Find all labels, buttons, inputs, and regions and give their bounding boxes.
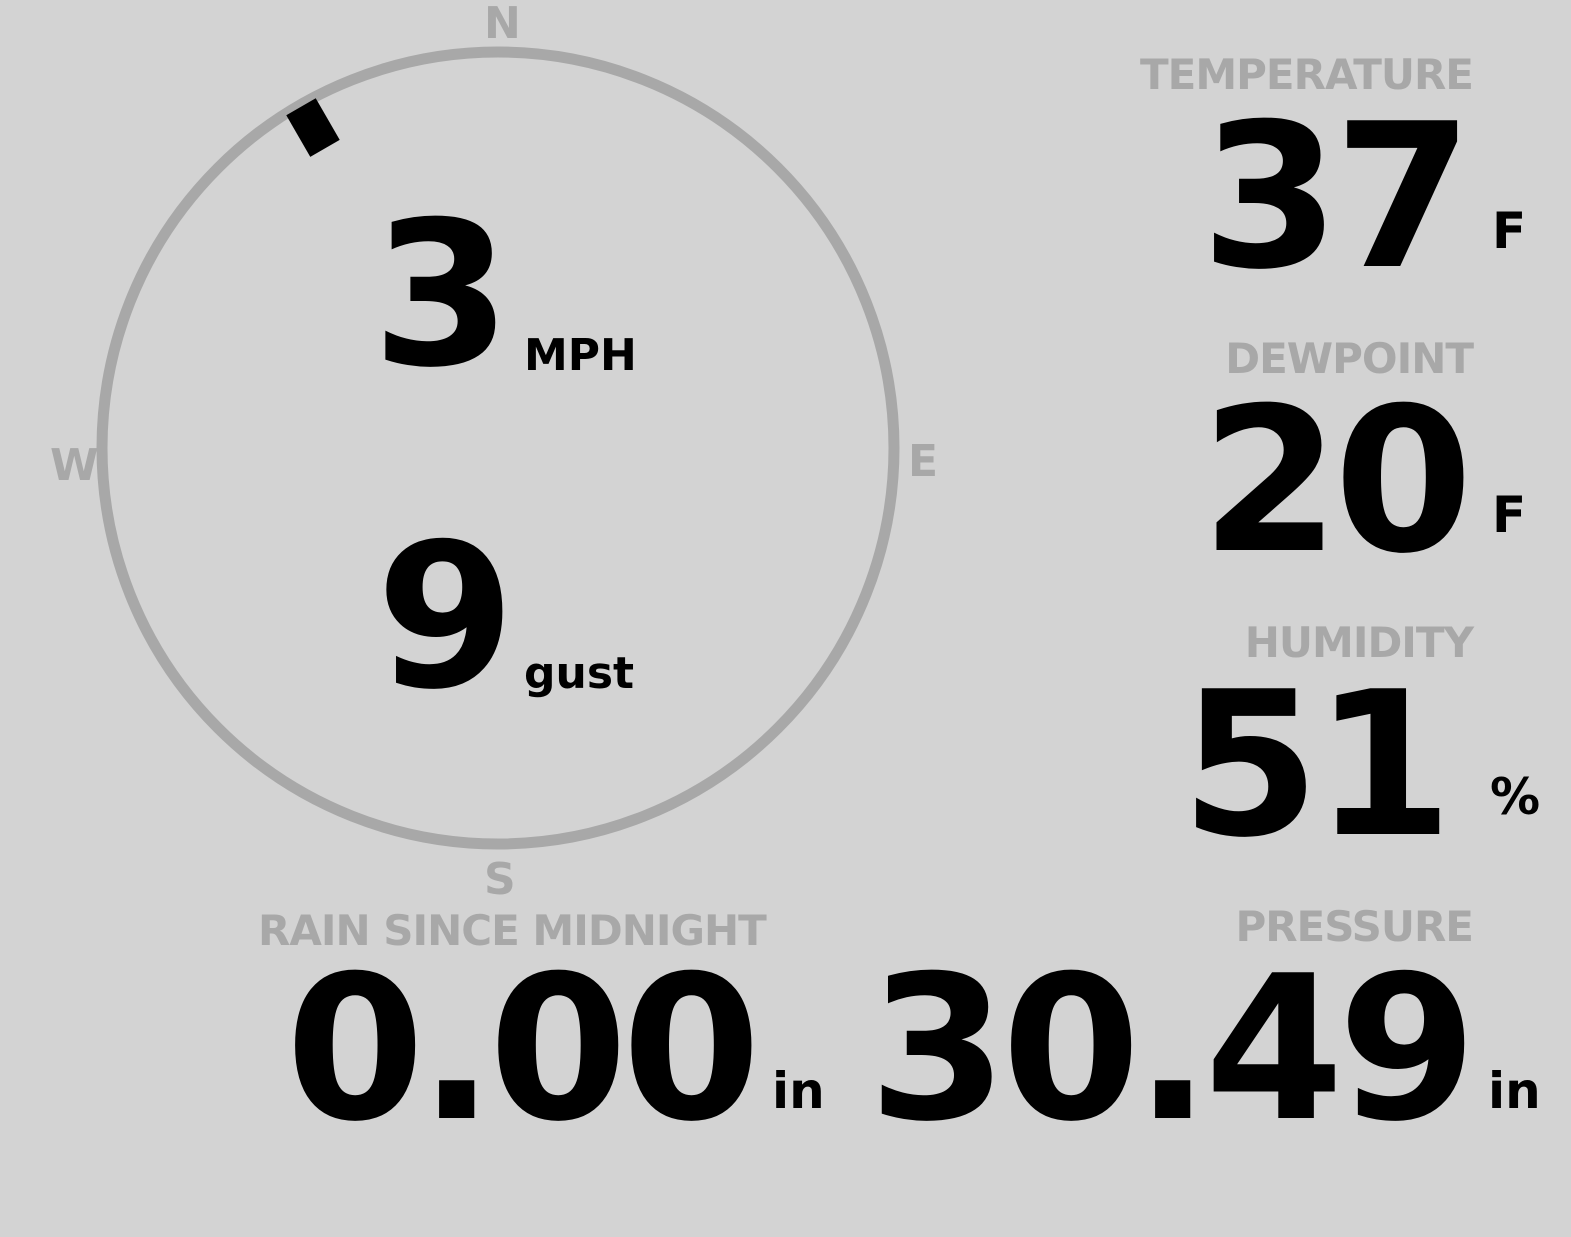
wind-speed-unit: MPH xyxy=(524,330,637,381)
rain-value: 0.00 xyxy=(285,933,761,1166)
compass-south-label: S xyxy=(484,854,516,905)
compass-north-label: N xyxy=(484,0,521,49)
dewpoint-value: 20 xyxy=(1200,365,1473,598)
compass-east-label: E xyxy=(908,436,939,487)
wind-gust-unit: gust xyxy=(524,648,635,699)
pressure-unit: in xyxy=(1488,1062,1541,1120)
compass-ring xyxy=(96,46,900,850)
rain-label: RAIN SINCE MIDNIGHT xyxy=(258,906,767,955)
humidity-value: 51 xyxy=(1180,649,1453,882)
humidity-unit: % xyxy=(1490,768,1541,826)
wind-speed-value: 3 xyxy=(372,179,511,412)
temperature-value: 37 xyxy=(1200,81,1473,314)
wind-gust-value: 9 xyxy=(376,501,515,734)
dewpoint-label: DEWPOINT xyxy=(1225,334,1474,383)
dewpoint-unit: F xyxy=(1492,486,1527,544)
rain-unit: in xyxy=(772,1062,825,1120)
temperature-unit: F xyxy=(1492,202,1527,260)
humidity-label: HUMIDITY xyxy=(1244,618,1474,667)
compass-west-label: W xyxy=(50,440,99,491)
temperature-label: TEMPERATURE xyxy=(1140,50,1474,99)
wind-direction-marker xyxy=(286,98,340,157)
pressure-value: 30.49 xyxy=(868,933,1477,1166)
pressure-label: PRESSURE xyxy=(1235,902,1474,951)
